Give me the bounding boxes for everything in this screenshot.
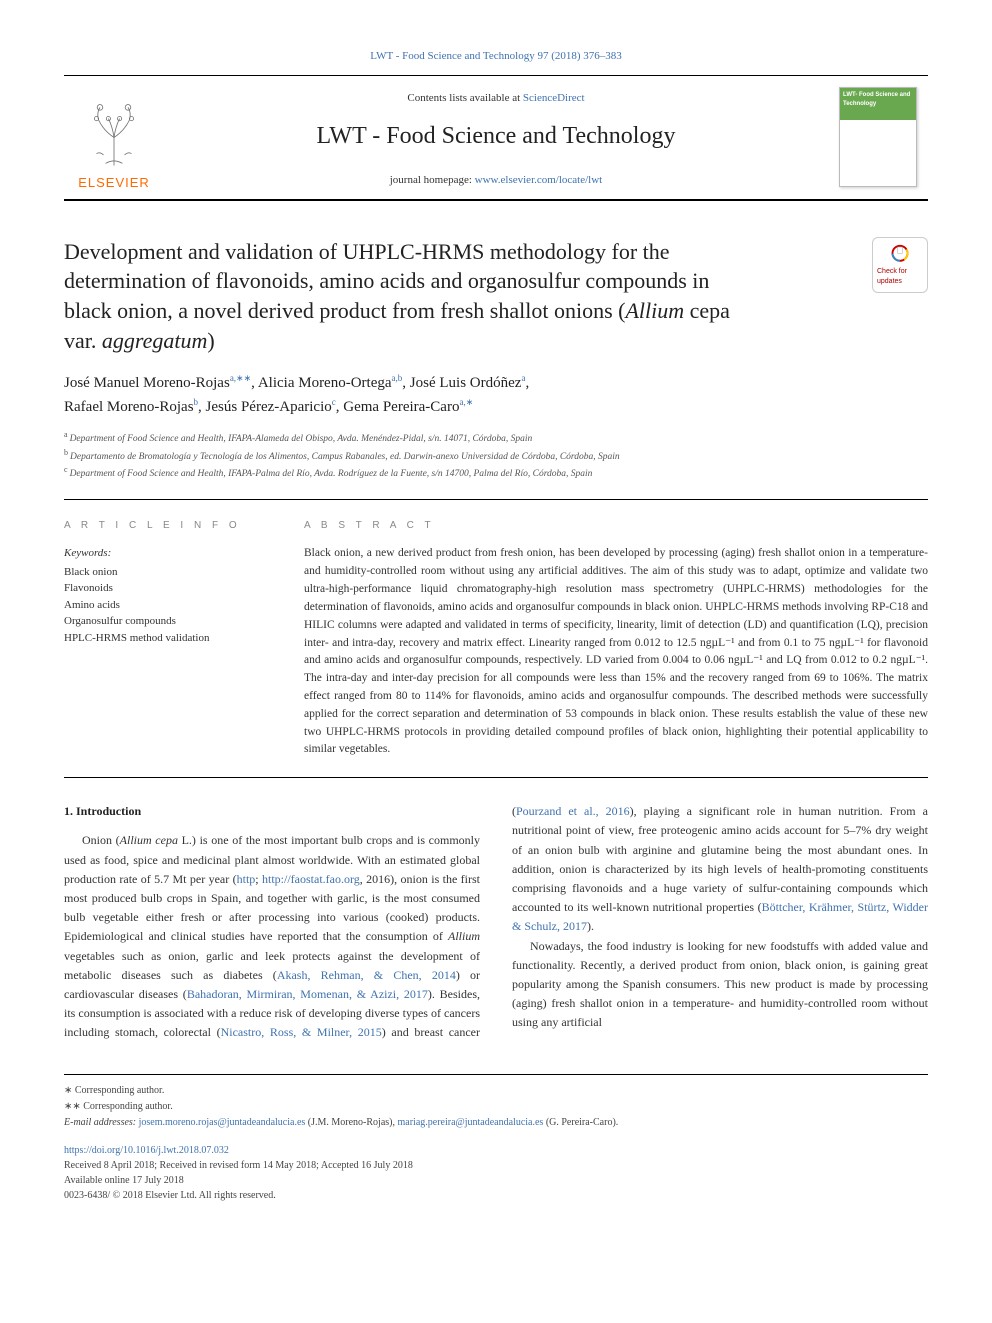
affiliation-a: aDepartment of Food Science and Health, … bbox=[64, 429, 928, 446]
cover-band-text: LWT- Food Science and Technology bbox=[840, 88, 916, 120]
keyword-item: Black onion bbox=[64, 564, 264, 581]
keyword-item: Amino acids bbox=[64, 597, 264, 614]
article-title: Development and validation of UHPLC-HRMS… bbox=[64, 237, 852, 356]
citation-nicastro[interactable]: Nicastro, Ross, & Milner, 2015 bbox=[221, 1025, 382, 1039]
citation-bahadoran[interactable]: Bahadoran, Mirmiran, Momenan, & Azizi, 2… bbox=[187, 987, 428, 1001]
crossmark-icon bbox=[886, 242, 914, 267]
article-info-heading: A R T I C L E I N F O bbox=[64, 518, 264, 533]
keywords-label: Keywords: bbox=[64, 545, 264, 562]
abstract-heading: A B S T R A C T bbox=[304, 518, 928, 533]
keyword-item: Organosulfur compounds bbox=[64, 613, 264, 630]
journal-homepage-link[interactable]: www.elsevier.com/locate/lwt bbox=[475, 174, 603, 186]
title-variety: aggregatum bbox=[102, 328, 208, 353]
email-who-2: (G. Pereira-Caro). bbox=[543, 1117, 618, 1128]
author-3-aff[interactable]: a bbox=[521, 373, 525, 383]
title-genus: Allium bbox=[625, 298, 684, 323]
homepage-prefix: journal homepage: bbox=[390, 174, 475, 186]
divider-rule-2 bbox=[64, 777, 928, 778]
author-4: Rafael Moreno-Rojas bbox=[64, 399, 194, 415]
running-head-link[interactable]: LWT - Food Science and Technology 97 (20… bbox=[370, 50, 622, 62]
title-line-2: determination of flavonoids, amino acids… bbox=[64, 268, 709, 293]
keyword-item: Flavonoids bbox=[64, 580, 264, 597]
elsevier-tree-icon bbox=[79, 99, 149, 169]
author-5-aff[interactable]: c bbox=[332, 397, 336, 407]
faostat-link-2[interactable]: http://faostat.fao.org bbox=[262, 872, 360, 886]
doi-link[interactable]: https://doi.org/10.1016/j.lwt.2018.07.03… bbox=[64, 1145, 229, 1156]
title-line-4a: var. bbox=[64, 328, 102, 353]
sciencedirect-link[interactable]: ScienceDirect bbox=[523, 92, 585, 104]
author-6-aff[interactable]: a,∗ bbox=[459, 397, 473, 407]
author-5: Jesús Pérez-Aparicio bbox=[206, 399, 332, 415]
crossmark-badge[interactable]: Check for updates bbox=[872, 237, 928, 293]
affiliation-c: cDepartment of Food Science and Health, … bbox=[64, 464, 928, 481]
masthead: ELSEVIER Contents lists available at Sci… bbox=[64, 75, 928, 201]
history-line: Received 8 April 2018; Received in revis… bbox=[64, 1158, 928, 1173]
footnotes: ∗ Corresponding author. ∗∗ Corresponding… bbox=[64, 1074, 928, 1131]
journal-homepage-line: journal homepage: www.elsevier.com/locat… bbox=[174, 172, 818, 189]
author-4-aff[interactable]: b bbox=[194, 397, 199, 407]
divider-rule bbox=[64, 499, 928, 500]
author-3: José Luis Ordóñez bbox=[410, 375, 522, 391]
email-link-1[interactable]: josem.moreno.rojas@juntadeandalucia.es bbox=[139, 1117, 306, 1128]
corresponding-2: ∗∗ Corresponding author. bbox=[64, 1099, 928, 1115]
email-who-1: (J.M. Moreno-Rojas), bbox=[305, 1117, 397, 1128]
publisher-name: ELSEVIER bbox=[78, 173, 150, 193]
email-link-2[interactable]: mariag.pereira@juntadeandalucia.es bbox=[398, 1117, 544, 1128]
faostat-link-1[interactable]: http bbox=[237, 872, 256, 886]
contents-available-line: Contents lists available at ScienceDirec… bbox=[174, 90, 818, 107]
abstract-column: A B S T R A C T Black onion, a new deriv… bbox=[304, 518, 928, 759]
keyword-item: HPLC-HRMS method validation bbox=[64, 630, 264, 647]
running-head: LWT - Food Science and Technology 97 (20… bbox=[64, 48, 928, 65]
section-heading-introduction: 1. Introduction bbox=[64, 802, 480, 821]
article-info-column: A R T I C L E I N F O Keywords: Black on… bbox=[64, 518, 264, 759]
title-line-3b: cepa bbox=[684, 298, 730, 323]
author-1: José Manuel Moreno-Rojas bbox=[64, 375, 230, 391]
body-two-column: 1. Introduction Onion (Allium cepa L.) i… bbox=[64, 802, 928, 1042]
footer-meta: https://doi.org/10.1016/j.lwt.2018.07.03… bbox=[64, 1143, 928, 1203]
title-line-4b: ) bbox=[207, 328, 214, 353]
body-paragraph-3: Nowadays, the food industry is looking f… bbox=[512, 937, 928, 1033]
journal-name: LWT - Food Science and Technology bbox=[174, 118, 818, 154]
author-6: Gema Pereira-Caro bbox=[343, 399, 459, 415]
citation-pourzand[interactable]: Pourzand et al., 2016 bbox=[516, 804, 630, 818]
abstract-text: Black onion, a new derived product from … bbox=[304, 545, 928, 759]
copyright-line: 0023-6438/ © 2018 Elsevier Ltd. All righ… bbox=[64, 1188, 928, 1203]
publisher-block: ELSEVIER bbox=[64, 84, 164, 199]
email-addresses-line: E-mail addresses: josem.moreno.rojas@jun… bbox=[64, 1115, 928, 1131]
journal-cover-thumbnail: LWT- Food Science and Technology bbox=[839, 87, 917, 187]
affiliations: aDepartment of Food Science and Health, … bbox=[64, 429, 928, 481]
title-line-3a: black onion, a novel derived product fro… bbox=[64, 298, 625, 323]
available-online-line: Available online 17 July 2018 bbox=[64, 1173, 928, 1188]
citation-akash[interactable]: Akash, Rehman, & Chen, 2014 bbox=[277, 968, 456, 982]
keywords-list: Black onion Flavonoids Amino acids Organ… bbox=[64, 564, 264, 647]
title-line-1: Development and validation of UHPLC-HRMS… bbox=[64, 239, 670, 264]
author-2: Alicia Moreno-Ortega bbox=[258, 375, 392, 391]
crossmark-label: Check for updates bbox=[877, 267, 923, 288]
email-label: E-mail addresses: bbox=[64, 1117, 139, 1128]
author-list: José Manuel Moreno-Rojasa,∗∗, Alicia Mor… bbox=[64, 371, 928, 419]
corresponding-1: ∗ Corresponding author. bbox=[64, 1083, 928, 1099]
author-1-aff[interactable]: a,∗∗ bbox=[230, 373, 251, 383]
author-2-aff[interactable]: a,b bbox=[392, 373, 403, 383]
contents-prefix: Contents lists available at bbox=[407, 92, 522, 104]
affiliation-b: bDepartamento de Bromatología y Tecnolog… bbox=[64, 447, 928, 464]
